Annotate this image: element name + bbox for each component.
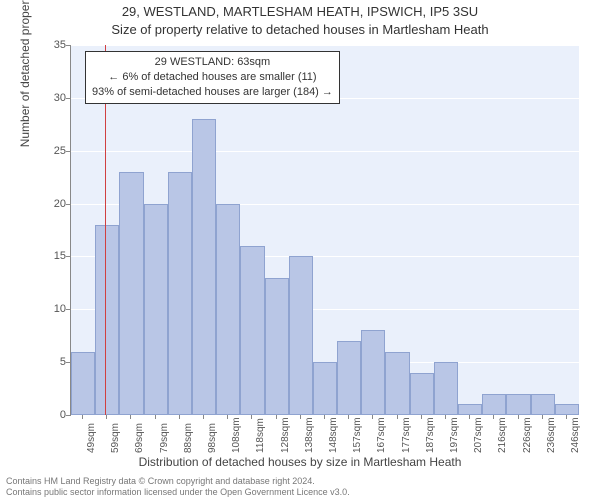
x-tick-mark [397, 415, 398, 419]
footer-line1: Contains HM Land Registry data © Crown c… [6, 476, 350, 487]
histogram-bar [361, 330, 385, 415]
x-tick-mark [469, 415, 470, 419]
histogram-bar [119, 172, 143, 415]
histogram-bar [531, 394, 555, 415]
y-tick-label: 35 [36, 39, 66, 51]
histogram-bar [192, 119, 216, 415]
x-tick-label: 177sqm [401, 417, 412, 453]
x-tick-label: 138sqm [304, 417, 315, 453]
y-tick-mark [66, 45, 70, 46]
x-tick-label: 79sqm [159, 423, 170, 453]
x-tick-mark [276, 415, 277, 419]
x-tick-mark [566, 415, 567, 419]
histogram-bar [216, 204, 240, 415]
y-tick-mark [66, 309, 70, 310]
x-tick-label: 49sqm [86, 423, 97, 453]
y-tick-label: 15 [36, 250, 66, 262]
x-tick-label: 197sqm [449, 417, 460, 453]
x-tick-label: 59sqm [110, 423, 121, 453]
y-tick-label: 25 [36, 145, 66, 157]
y-tick-mark [66, 151, 70, 152]
footer-attribution: Contains HM Land Registry data © Crown c… [6, 476, 350, 498]
x-tick-mark [542, 415, 543, 419]
chart-container: 29, WESTLAND, MARTLESHAM HEATH, IPSWICH,… [0, 0, 600, 500]
x-tick-label: 216sqm [497, 417, 508, 453]
x-tick-label: 98sqm [207, 423, 218, 453]
histogram-bar [458, 404, 482, 415]
histogram-bar [71, 352, 95, 415]
histogram-bar [265, 278, 289, 415]
gridline [71, 151, 579, 152]
histogram-bar [410, 373, 434, 415]
x-axis-label: Distribution of detached houses by size … [0, 455, 600, 469]
y-tick-mark [66, 362, 70, 363]
y-tick-label: 0 [36, 409, 66, 421]
histogram-bar [313, 362, 337, 415]
x-tick-mark [155, 415, 156, 419]
x-tick-mark [445, 415, 446, 419]
x-tick-label: 207sqm [473, 417, 484, 453]
x-tick-label: 108sqm [231, 417, 242, 453]
x-tick-mark [493, 415, 494, 419]
x-tick-label: 246sqm [570, 417, 581, 453]
x-tick-label: 128sqm [280, 417, 291, 453]
y-tick-label: 10 [36, 303, 66, 315]
x-tick-label: 236sqm [546, 417, 557, 453]
x-tick-mark [518, 415, 519, 419]
plot-area: 29 WESTLAND: 63sqm ← 6% of detached hous… [70, 45, 579, 416]
histogram-bar [144, 204, 168, 415]
histogram-bar [168, 172, 192, 415]
footer-line2: Contains public sector information licen… [6, 487, 350, 498]
x-tick-label: 148sqm [328, 417, 339, 453]
gridline [71, 415, 579, 416]
annotation-line2: ← 6% of detached houses are smaller (11) [92, 70, 333, 85]
x-tick-mark [130, 415, 131, 419]
x-tick-mark [179, 415, 180, 419]
x-tick-label: 118sqm [255, 418, 266, 453]
annotation-line3: 93% of semi-detached houses are larger (… [92, 85, 333, 100]
y-tick-mark [66, 256, 70, 257]
chart-title-line1: 29, WESTLAND, MARTLESHAM HEATH, IPSWICH,… [0, 4, 600, 19]
histogram-bar [337, 341, 361, 415]
annotation-line1: 29 WESTLAND: 63sqm [92, 55, 333, 70]
histogram-bar [482, 394, 506, 415]
chart-title-line2: Size of property relative to detached ho… [0, 22, 600, 37]
x-tick-mark [372, 415, 373, 419]
x-tick-mark [106, 415, 107, 419]
x-tick-mark [251, 415, 252, 419]
x-tick-label: 157sqm [352, 417, 363, 453]
x-tick-mark [348, 415, 349, 419]
x-tick-label: 69sqm [134, 423, 145, 453]
y-tick-mark [66, 415, 70, 416]
y-tick-mark [66, 204, 70, 205]
histogram-bar [385, 352, 409, 415]
histogram-bar [240, 246, 264, 415]
x-tick-mark [300, 415, 301, 419]
x-tick-label: 167sqm [376, 417, 387, 453]
histogram-bar [95, 225, 119, 415]
histogram-bar [555, 404, 579, 415]
y-tick-label: 5 [36, 356, 66, 368]
y-tick-label: 20 [36, 198, 66, 210]
histogram-bar [506, 394, 530, 415]
x-tick-label: 88sqm [183, 423, 194, 453]
histogram-bar [434, 362, 458, 415]
y-axis-label: Number of detached properties [18, 0, 32, 147]
histogram-bar [289, 256, 313, 415]
x-tick-label: 187sqm [425, 417, 436, 453]
x-tick-mark [203, 415, 204, 419]
x-tick-mark [82, 415, 83, 419]
gridline [71, 45, 579, 46]
x-tick-label: 226sqm [522, 417, 533, 453]
x-tick-mark [324, 415, 325, 419]
y-tick-label: 30 [36, 92, 66, 104]
x-tick-mark [421, 415, 422, 419]
x-tick-mark [227, 415, 228, 419]
y-tick-mark [66, 98, 70, 99]
annotation-box: 29 WESTLAND: 63sqm ← 6% of detached hous… [85, 51, 340, 104]
